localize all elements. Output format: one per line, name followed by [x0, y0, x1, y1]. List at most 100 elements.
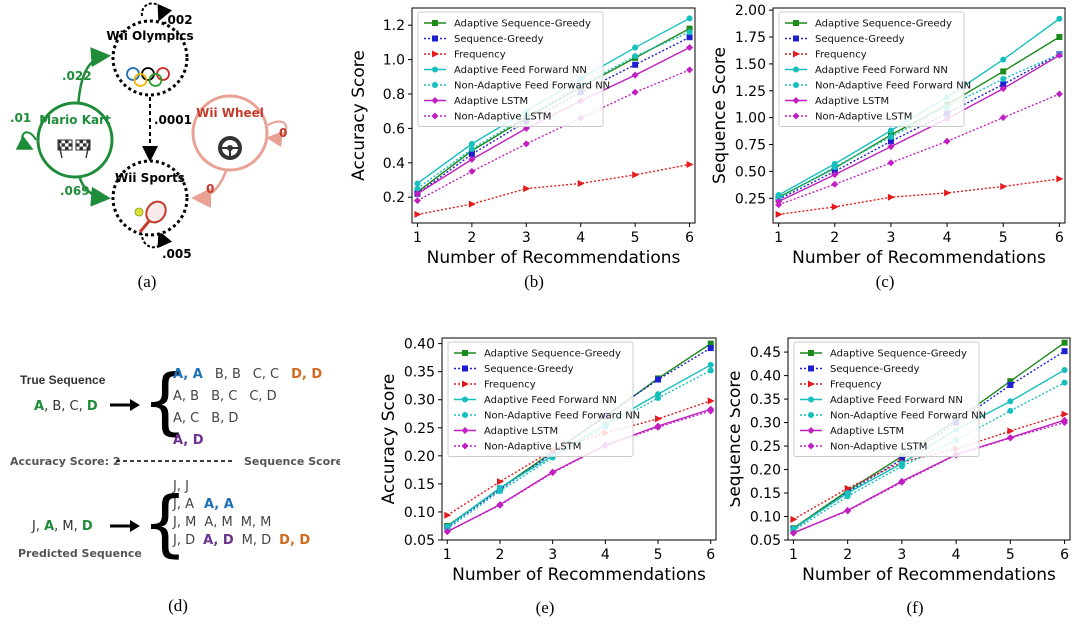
data-point — [1061, 366, 1068, 373]
legend-marker — [793, 20, 799, 26]
legend-marker — [793, 82, 799, 88]
data-point — [444, 511, 452, 519]
data-point — [1061, 339, 1068, 346]
legend-marker — [793, 50, 800, 58]
y-tick-label: 2.00 — [735, 3, 766, 19]
edge-label-wheel-self: 0 — [279, 126, 287, 140]
legend-label: Non-Adaptive LSTM — [454, 112, 551, 123]
data-point — [898, 463, 905, 470]
legend-label: Non-Adaptive Feed Forward NN — [484, 411, 640, 422]
data-point — [887, 134, 894, 140]
legend-label: Non-Adaptive LSTM — [830, 442, 927, 453]
x-tick-label: 1 — [774, 230, 783, 246]
data-point — [468, 140, 475, 147]
data-point — [414, 210, 422, 218]
svg-text:A, CB, D: A, C B, D — [173, 411, 238, 426]
data-point — [414, 185, 421, 192]
y-axis-label: Sequence Score — [730, 371, 745, 508]
legend-marker — [792, 112, 800, 120]
legend-marker — [793, 35, 799, 42]
legend-label: Frequency — [830, 380, 882, 391]
y-tick-label: 0.05 — [750, 533, 781, 549]
data-point — [1007, 407, 1014, 414]
series-line — [778, 54, 1060, 203]
y-tick-label: 0.50 — [735, 164, 766, 180]
caption-d: (d) — [168, 596, 188, 615]
chart-f-svg: 1 2 3 4 5 6 0.05 0.10 0.15 0.20 0.25 0.30 0.35 0.40 0.… — [725, 337, 1071, 585]
panel-a: Mario Kart Wii Olympics Wii Sports Wii W… — [0, 0, 300, 300]
data-point — [887, 138, 894, 145]
chart-f: 1 2 3 4 5 6 0.05 0.10 0.15 0.20 0.25 0.30 0.35 0.40 0.… — [725, 318, 1082, 626]
x-axis-label: Number of Recommendations — [427, 248, 681, 268]
y-tick-label: 0.20 — [750, 463, 781, 479]
legend-label: Non-Adaptive Feed Forward NN — [454, 81, 610, 92]
data-point — [999, 85, 1007, 93]
chart-e: 1 2 3 4 5 6 0.05 0.10 0.15 0.20 0.25 0.30 0.35 0.40 Nu… — [350, 318, 730, 626]
data-point — [686, 34, 693, 41]
y-tick-label: 0.35 — [750, 392, 781, 408]
caption-f: (f) — [906, 598, 924, 617]
data-point — [887, 159, 895, 167]
edge-label-mario-olympics: .022 — [62, 69, 92, 83]
legend-marker — [808, 350, 814, 356]
y-axis-label: Accuracy Score — [350, 50, 369, 181]
edge-label-olympics-self: .002 — [163, 13, 193, 27]
edge-mario-self — [15, 131, 37, 150]
legend-label: Non-Adaptive Feed Forward NN — [830, 411, 986, 422]
legend-label: Adaptive Sequence-Greedy — [815, 19, 952, 30]
series-line — [778, 93, 1060, 206]
node-label-olympics: Wii Olympics — [106, 29, 193, 43]
x-tick-label: 5 — [1006, 547, 1015, 563]
data-point — [1000, 182, 1008, 190]
data-point — [468, 151, 475, 158]
node-mario-kart — [36, 101, 114, 179]
data-point — [577, 179, 585, 187]
series-line — [793, 413, 1065, 520]
data-point — [898, 478, 906, 486]
legend-marker — [808, 396, 814, 403]
data-point — [413, 190, 421, 198]
data-point — [631, 88, 639, 96]
x-tick-label: 4 — [601, 547, 610, 563]
edge-label-olympics-sports: .0001 — [154, 113, 192, 127]
x-tick-label: 6 — [1055, 230, 1064, 246]
predicted-sequence-label: Predicted Sequence — [18, 547, 142, 560]
legend-label: Sequence-Greedy — [830, 364, 920, 375]
svg-text:A, BB, CC, D: A, B B, C C, D — [173, 389, 277, 404]
legend-marker — [793, 66, 799, 73]
data-point — [655, 395, 662, 402]
caption-c: (c) — [875, 272, 895, 291]
y-tick-label: 0.25 — [404, 421, 435, 437]
x-tick-label: 1 — [413, 230, 422, 246]
data-point — [686, 15, 693, 22]
chart-c: 1 2 3 4 5 6 0.25 0.50 0.75 1.00 1.25 1.50 1.75 2.00 Nu… — [705, 0, 1082, 300]
x-tick-label: 5 — [999, 230, 1008, 246]
data-point — [496, 478, 504, 486]
data-point — [1007, 378, 1014, 385]
data-point — [999, 114, 1007, 122]
data-point — [1007, 381, 1014, 388]
steering-wheel-icon — [218, 136, 242, 160]
data-point — [686, 161, 694, 169]
y-tick-label: 0.40 — [750, 369, 781, 385]
svg-text:J, MA, MM, M: J, M A, M M, M — [172, 515, 271, 530]
legend-marker — [461, 427, 469, 434]
data-point — [1006, 434, 1014, 442]
y-tick-label: 0.6 — [383, 121, 405, 137]
edge-wheel-self — [266, 120, 288, 148]
svg-text:A, D: A, D — [173, 433, 204, 448]
legend-marker — [432, 35, 438, 42]
data-point — [707, 407, 715, 415]
legend-label: Sequence-Greedy — [454, 34, 544, 45]
y-tick-label: 0.4 — [383, 156, 405, 172]
data-point — [1007, 398, 1014, 405]
checkered-flags-icon — [57, 139, 91, 159]
x-tick-label: 1 — [443, 547, 452, 563]
transition-diagram: Mario Kart Wii Olympics Wii Sports Wii W… — [10, 2, 288, 261]
node-label-wheel: Wii Wheel — [196, 106, 264, 120]
node-wii-sports — [111, 159, 189, 237]
chart-e-svg: 1 2 3 4 5 6 0.05 0.10 0.15 0.20 0.25 0.30 0.35 0.40 Nu… — [379, 337, 717, 585]
data-point — [1061, 379, 1068, 386]
node-label-mario-1: Mario Kart — [39, 113, 111, 127]
x-tick-label: 3 — [886, 230, 895, 246]
